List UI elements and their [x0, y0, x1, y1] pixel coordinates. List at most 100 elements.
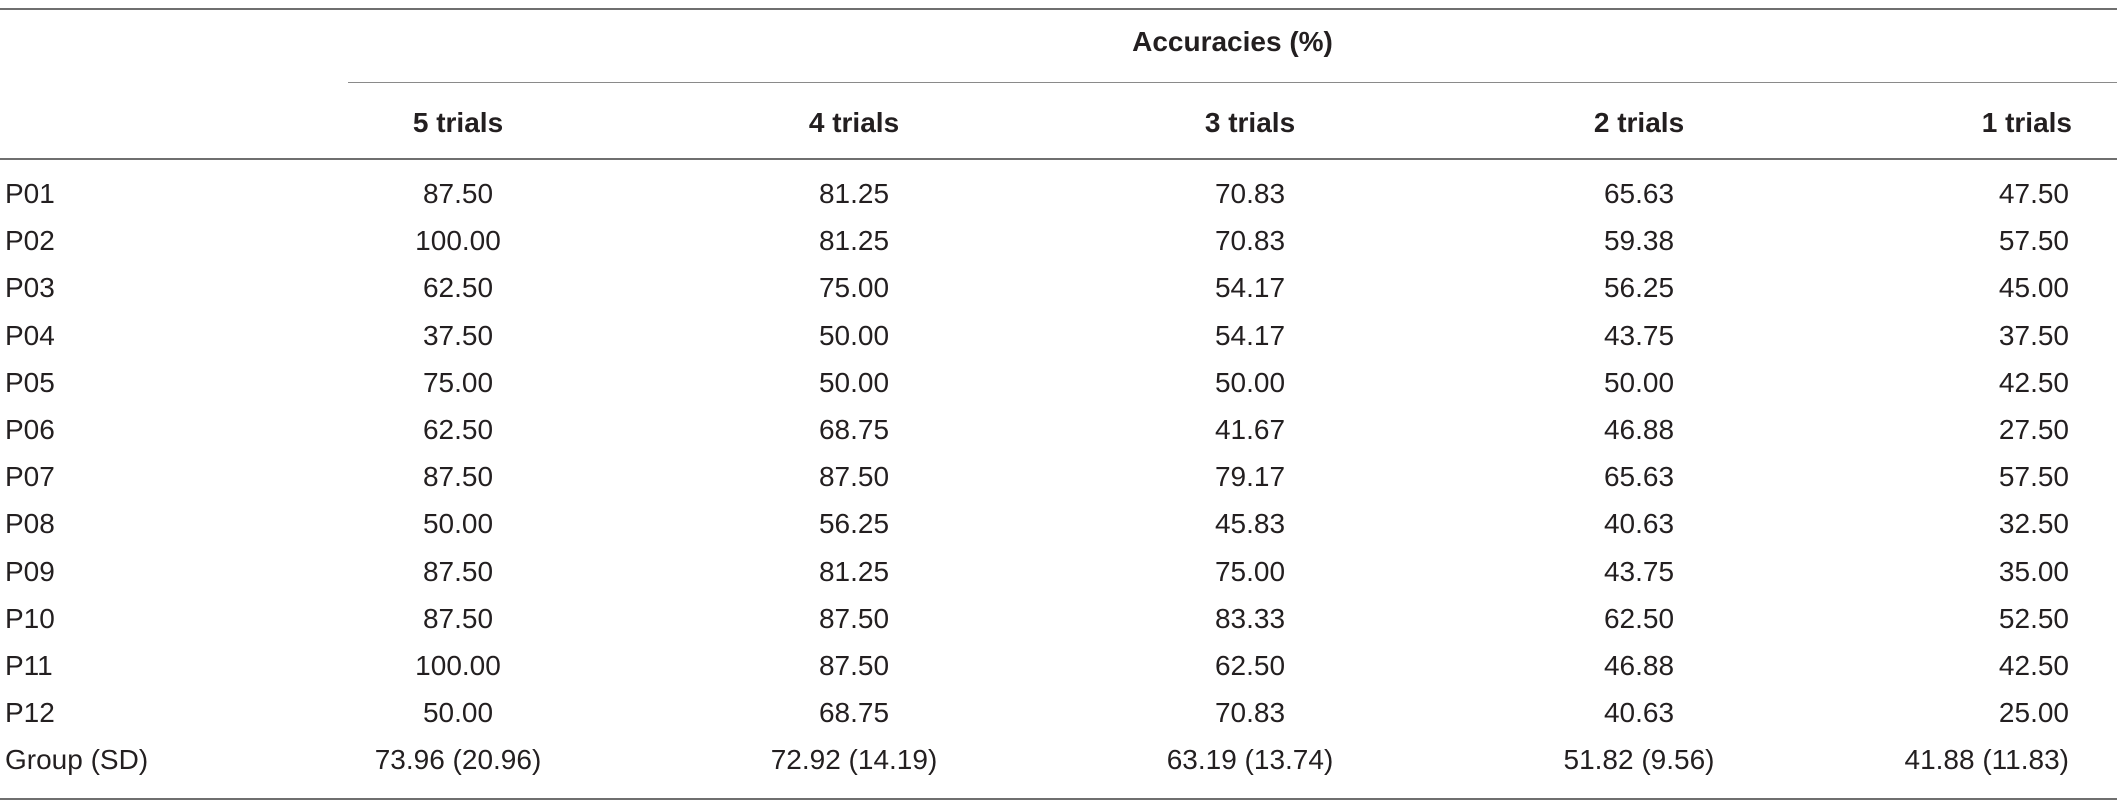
table-cell: 68.75 [818, 697, 890, 729]
table-cell: 57.50 [1998, 461, 2069, 493]
row-label: P05 [5, 366, 55, 398]
table-cell: 47.50 [1998, 178, 2069, 209]
table-cell: 56.25 [1603, 272, 1675, 304]
table-cell: 62.50 [1214, 650, 1286, 681]
table-cell: 41.67 [1214, 414, 1286, 445]
table-cell: 70.83 [1214, 225, 1286, 257]
table-cell: 42.50 [1998, 366, 2069, 398]
row-label: P08 [5, 508, 55, 540]
table-cell: 40.63 [1603, 697, 1675, 729]
table-bottom-rule [0, 798, 2117, 800]
table-row: P09 87.50 81.25 75.00 43.75 35.00 [0, 548, 2117, 595]
table-row: P12 50.00 68.75 70.83 40.63 25.00 [0, 689, 2117, 736]
column-header-3-trials: 3 trials [1204, 107, 1296, 138]
table-cell: 100.00 [415, 225, 501, 257]
table-cell: 75.00 [422, 366, 494, 398]
table-cell: 81.25 [818, 178, 890, 209]
table-cell: 87.50 [818, 650, 890, 681]
table-cell: 81.25 [818, 555, 890, 587]
table-cell: 75.00 [1214, 555, 1286, 587]
table-cell: 81.25 [818, 225, 890, 257]
table-cell: 50.00 [1214, 366, 1286, 398]
table-cell: 50.00 [1603, 366, 1675, 398]
table-cell: 37.50 [422, 319, 494, 351]
table-cell: 50.00 [818, 366, 890, 398]
table-row: P10 87.50 87.50 83.33 62.50 52.50 [0, 595, 2117, 642]
table-cell: 73.96 (20.96) [374, 744, 542, 776]
column-header-1-trials: 1 trials [1981, 107, 2072, 138]
table-cell: 42.50 [1998, 650, 2069, 681]
super-header-rule [348, 82, 2117, 83]
table-cell: 87.50 [422, 602, 494, 634]
table-cell: 54.17 [1214, 272, 1286, 304]
table-cell: 50.00 [818, 319, 890, 351]
table-cell: 43.75 [1603, 555, 1675, 587]
table-cell: 50.00 [422, 508, 494, 540]
table-row: P02 100.00 81.25 70.83 59.38 57.50 [0, 217, 2117, 264]
table-cell: 83.33 [1214, 602, 1286, 634]
table-cell: 46.88 [1603, 414, 1675, 445]
table-cell: 63.19 (13.74) [1166, 744, 1334, 776]
row-label: P01 [5, 178, 55, 209]
row-label: P06 [5, 414, 55, 445]
table-cell: 70.83 [1214, 178, 1286, 209]
table-cell: 65.63 [1603, 461, 1675, 493]
table-cell: 45.83 [1214, 508, 1286, 540]
header-bottom-rule [0, 158, 2117, 160]
table-cell: 52.50 [1998, 602, 2069, 634]
table-top-rule [0, 8, 2117, 10]
table-cell: 87.50 [818, 602, 890, 634]
table-cell: 59.38 [1603, 225, 1675, 257]
table-cell: 27.50 [1998, 414, 2069, 445]
table-cell: 87.50 [422, 461, 494, 493]
table-row: P03 62.50 75.00 54.17 56.25 45.00 [0, 264, 2117, 311]
table-cell: 25.00 [1998, 697, 2069, 729]
table-row: P07 87.50 87.50 79.17 65.63 57.50 [0, 453, 2117, 500]
row-label: P04 [5, 319, 55, 351]
table-cell: 62.50 [422, 272, 494, 304]
table-row: P04 37.50 50.00 54.17 43.75 37.50 [0, 312, 2117, 359]
table-cell: 87.50 [422, 555, 494, 587]
table-row: P01 87.50 81.25 70.83 65.63 47.50 [0, 170, 2117, 217]
table-cell: 100.00 [415, 650, 501, 681]
column-header-2-trials: 2 trials [1593, 107, 1685, 138]
row-label: P09 [5, 555, 55, 587]
table-cell: 35.00 [1998, 555, 2069, 587]
table-cell: 50.00 [422, 697, 494, 729]
table-cell: 32.50 [1998, 508, 2069, 540]
table-cell: 46.88 [1603, 650, 1675, 681]
table-cell: 72.92 (14.19) [770, 744, 938, 776]
column-header-5-trials: 5 trials [412, 107, 504, 138]
row-label: P02 [5, 225, 55, 257]
table-cell: 40.63 [1603, 508, 1675, 540]
row-label: P07 [5, 461, 55, 493]
row-label: P12 [5, 697, 55, 729]
table-row: P06 62.50 68.75 41.67 46.88 27.50 [0, 406, 2117, 453]
table-cell: 54.17 [1214, 319, 1286, 351]
table-cell: 62.50 [422, 414, 494, 445]
table-cell: 87.50 [818, 461, 890, 493]
row-label: P03 [5, 272, 55, 304]
table-cell: 62.50 [1603, 602, 1675, 634]
table-cell: 79.17 [1214, 461, 1286, 493]
table-cell: 68.75 [818, 414, 890, 445]
table-cell: 65.63 [1603, 178, 1675, 209]
row-label: P10 [5, 602, 55, 634]
table-row: P05 75.00 50.00 50.00 50.00 42.50 [0, 359, 2117, 406]
table-cell: 87.50 [422, 178, 494, 209]
row-label: Group (SD) [5, 744, 149, 776]
table-row: P08 50.00 56.25 45.83 40.63 32.50 [0, 500, 2117, 547]
table-cell: 51.82 (9.56) [1563, 744, 1715, 776]
row-label: P11 [5, 650, 53, 681]
table-cell: 75.00 [818, 272, 890, 304]
table-row: P11 100.00 87.50 62.50 46.88 42.50 [0, 642, 2117, 689]
accuracies-super-header: Accuracies (%) [1132, 26, 1333, 57]
table-cell: 43.75 [1603, 319, 1675, 351]
table-cell: 37.50 [1998, 319, 2069, 351]
column-header-4-trials: 4 trials [808, 107, 900, 138]
table-cell: 70.83 [1214, 697, 1286, 729]
table-cell: 45.00 [1998, 272, 2069, 304]
table-row: Group (SD) 73.96 (20.96) 72.92 (14.19) 63.1… [0, 736, 2117, 783]
table-cell: 56.25 [818, 508, 890, 540]
